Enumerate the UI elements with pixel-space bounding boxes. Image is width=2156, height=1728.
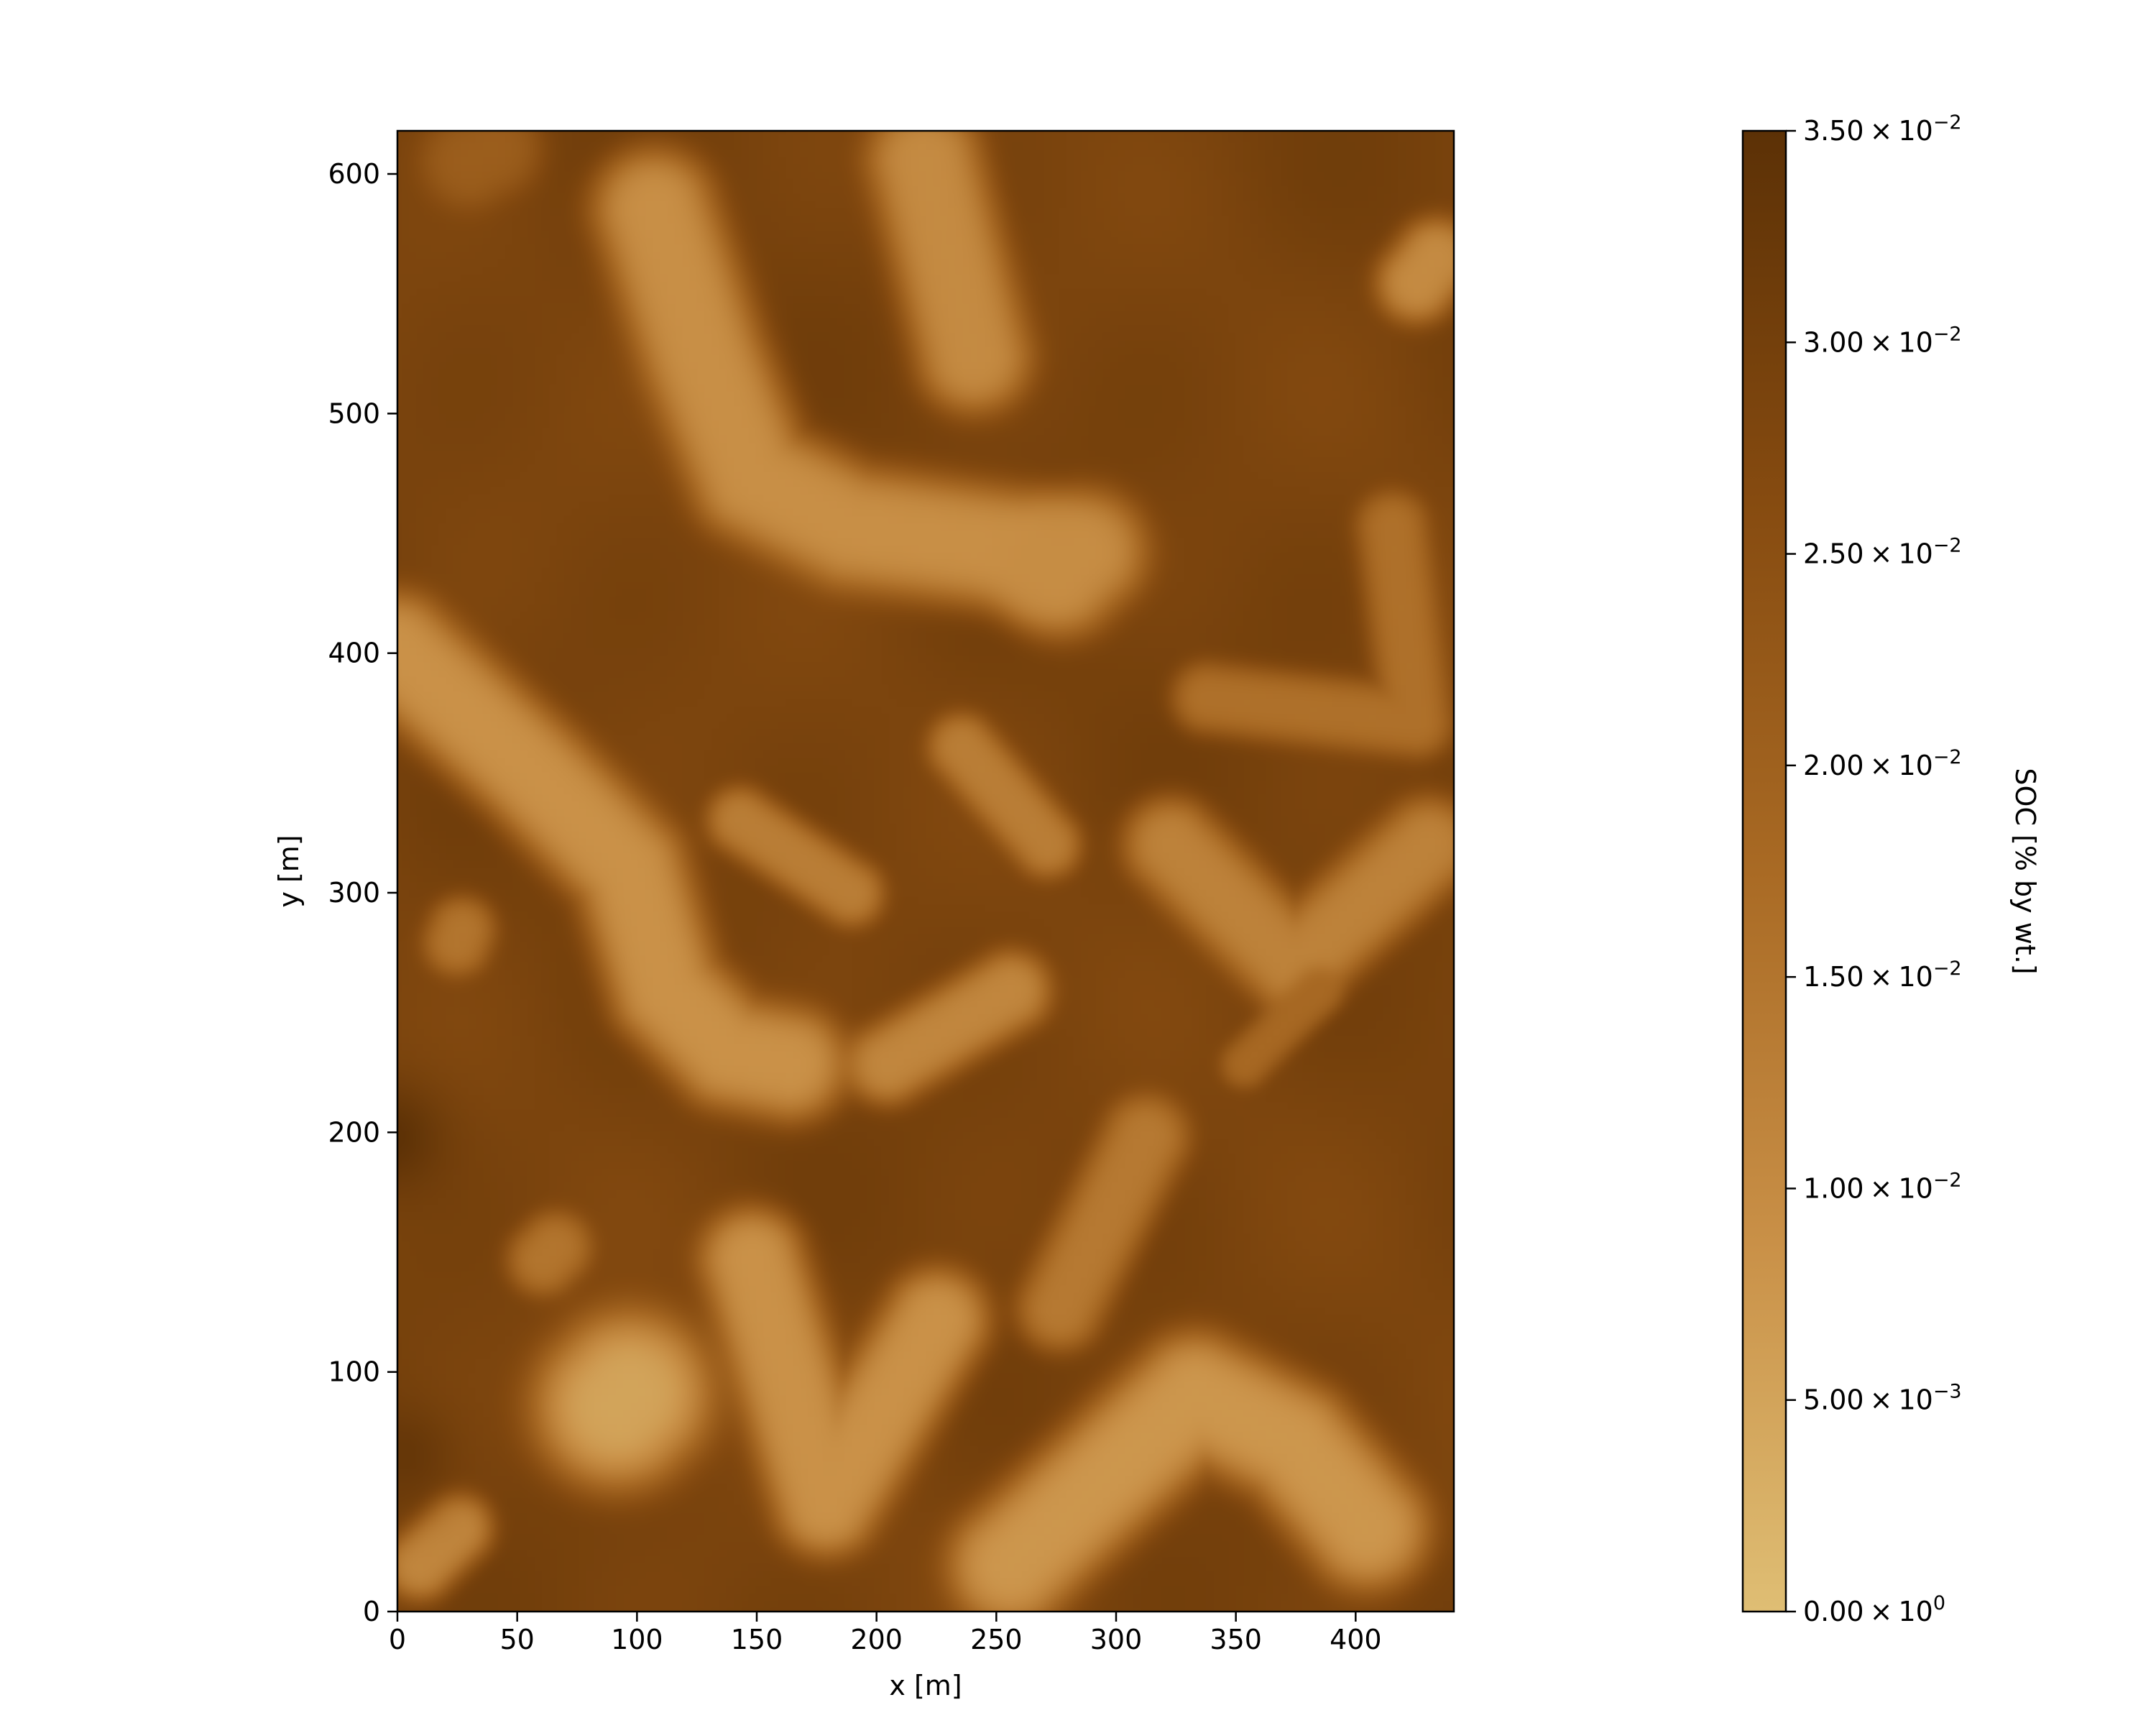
colorbar [1743, 131, 1786, 1612]
x-tick-label: 50 [499, 1624, 534, 1655]
colorbar-tick-label: 1.00 × 10−2 [1803, 1169, 1962, 1204]
colorbar-frame [1741, 129, 1787, 1613]
x-axis-label: x [m] [889, 1670, 962, 1701]
x-tick-label: 150 [731, 1624, 783, 1655]
colorbar-tick-label: 3.50 × 10−2 [1803, 111, 1962, 147]
y-tick-label: 600 [328, 158, 380, 190]
x-tick-label: 100 [611, 1624, 663, 1655]
x-tick-label: 250 [970, 1624, 1023, 1655]
y-tick-label: 100 [328, 1356, 380, 1388]
x-tick-label: 0 [389, 1624, 406, 1655]
y-tick-label: 0 [363, 1596, 380, 1627]
y-axis-label: y [m] [273, 835, 305, 907]
x-tick-label: 350 [1210, 1624, 1262, 1655]
colorbar-tick-label: 3.00 × 10−2 [1803, 323, 1962, 358]
colorbar-tick-label: 2.00 × 10−2 [1803, 746, 1962, 781]
colorbar-label: SOC [% by wt.] [2009, 768, 2041, 974]
y-tick-label: 300 [328, 877, 380, 909]
x-tick-label: 400 [1330, 1624, 1382, 1655]
colorbar-axis: 0.00 × 100 5.00 × 10−3 1.00 × 10−2 1.50 × 10−2 2.00 ×… [1786, 111, 1962, 1627]
x-axis: 0 50 100 150 200 250 300 350 400 [389, 1612, 1382, 1655]
x-tick-label: 300 [1090, 1624, 1143, 1655]
colorbar-tick-label: 2.50 × 10−2 [1803, 535, 1962, 570]
colorbar-tick-label: 0.00 × 100 [1803, 1592, 1945, 1627]
colorbar-tick-label: 5.00 × 10−3 [1803, 1381, 1962, 1416]
x-tick-label: 200 [850, 1624, 903, 1655]
y-axis: 0 100 200 300 400 500 600 [328, 158, 397, 1627]
y-tick-label: 500 [328, 397, 380, 429]
y-tick-label: 400 [328, 638, 380, 669]
colorbar-tick-label: 1.50 × 10−2 [1803, 957, 1962, 993]
heatmap-image [397, 131, 1454, 1612]
y-tick-label: 200 [328, 1116, 380, 1148]
plot-frame [396, 129, 1455, 1613]
